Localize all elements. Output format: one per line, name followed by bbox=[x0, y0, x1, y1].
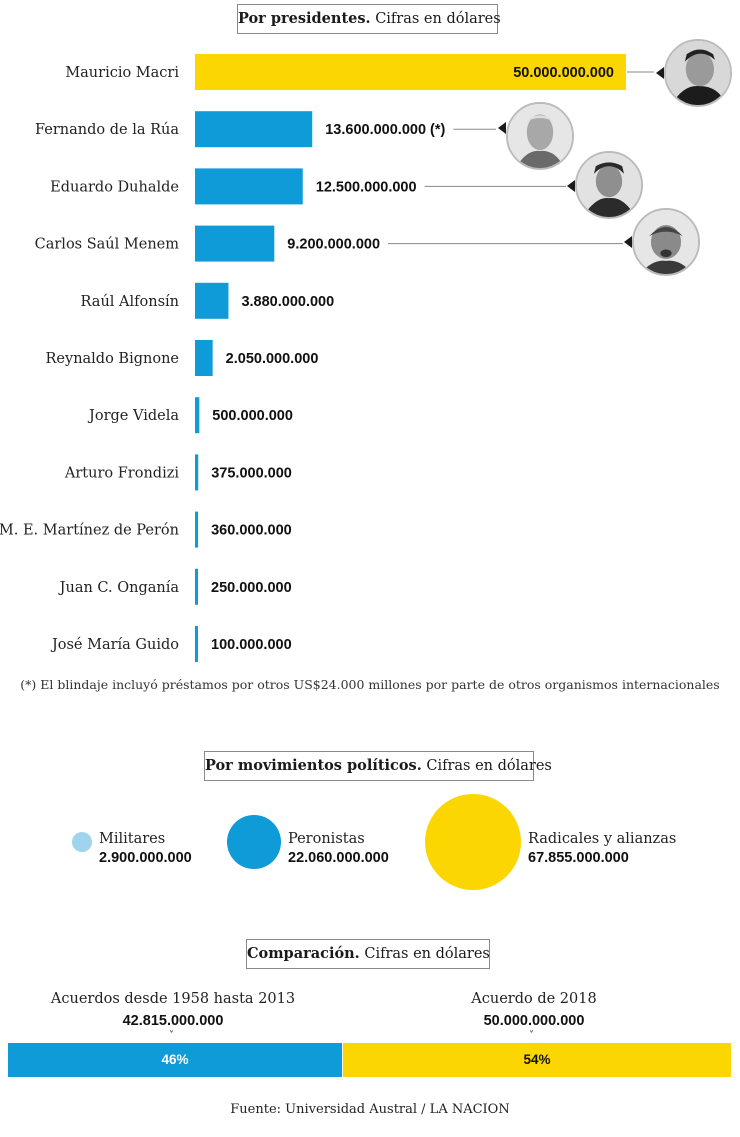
bar-value-label: 375.000.000 bbox=[211, 465, 292, 481]
bar-4 bbox=[195, 282, 229, 319]
bar-category-label: Mauricio Macri bbox=[65, 65, 179, 81]
bar-category-label: Fernando de la Rúa bbox=[35, 122, 179, 138]
bubble-label-peronistas: Peronistas 22.060.000.000 bbox=[288, 830, 389, 868]
bar-value-label: 360.000.000 bbox=[211, 523, 292, 539]
photo-pointer bbox=[656, 67, 664, 79]
bubble-value: 2.900.000.000 bbox=[99, 850, 192, 866]
footnote: (*) El blindaje incluyó préstamos por ot… bbox=[20, 677, 720, 692]
bubble-name: Militares bbox=[99, 831, 166, 847]
bar-0 bbox=[195, 54, 626, 90]
bar-10 bbox=[195, 626, 198, 662]
bar-category-label: Raúl Alfonsín bbox=[81, 294, 179, 310]
section-title-rest: Cifras en dólares bbox=[421, 758, 552, 774]
section-title-bold: Por movimientos políticos. bbox=[205, 757, 422, 774]
bar-category-label: M. E. Martínez de Perón bbox=[0, 523, 179, 539]
comparison-value-2018: 50.000.000.000 bbox=[483, 1013, 585, 1029]
de-la-rua-photo-icon bbox=[506, 102, 574, 170]
bubble-name: Peronistas bbox=[288, 831, 365, 847]
bar-7 bbox=[195, 454, 199, 491]
section-title-movements: Por movimientos políticos. Cifras en dól… bbox=[204, 751, 552, 781]
section-title-bold: Comparación. bbox=[247, 945, 360, 962]
comparison-segment-2018: 54% bbox=[343, 1043, 731, 1077]
bar-1 bbox=[195, 111, 313, 148]
bar-8 bbox=[195, 511, 199, 548]
comparison-segment-before: 46% bbox=[8, 1043, 342, 1077]
bubble-value: 67.855.000.000 bbox=[528, 850, 629, 866]
bar-category-label: José María Guido bbox=[50, 637, 179, 653]
bar-value-label: 13.600.000.000 (*) bbox=[325, 122, 445, 138]
section-title-presidents: Por presidentes. Cifras en dólares bbox=[237, 4, 501, 34]
bar-value-label: 12.500.000.000 bbox=[316, 179, 417, 195]
caret-down-icon: ˅ bbox=[169, 1030, 174, 1041]
bar-value-label: 100.000.000 bbox=[211, 637, 292, 653]
comparison-label-2018: Acuerdo de 2018 bbox=[471, 991, 597, 1007]
bubble-label-militares: Militares 2.900.000.000 bbox=[99, 830, 192, 868]
menem-photo-icon bbox=[632, 208, 700, 276]
bar-9 bbox=[195, 568, 198, 605]
duhalde-photo-icon bbox=[575, 151, 643, 219]
photo-pointer bbox=[567, 180, 575, 192]
comparison-value-before: 42.815.000.000 bbox=[122, 1013, 224, 1029]
bar-category-label: Arturo Frondizi bbox=[64, 465, 179, 481]
bar-category-label: Jorge Videla bbox=[87, 408, 179, 424]
bar-value-label: 500.000.000 bbox=[212, 408, 293, 424]
section-title-comparison: Comparación. Cifras en dólares bbox=[246, 939, 490, 969]
bar-value-label: 250.000.000 bbox=[211, 580, 292, 596]
bubble-name: Radicales y alianzas bbox=[528, 831, 677, 847]
section-title-rest: Cifras en dólares bbox=[370, 11, 501, 27]
bar-category-label: Reynaldo Bignone bbox=[46, 351, 180, 367]
bar-category-label: Carlos Saúl Menem bbox=[35, 237, 180, 253]
bar-2 bbox=[195, 168, 303, 205]
macri-photo-icon bbox=[664, 39, 732, 107]
bar-value-label: 50.000.000.000 bbox=[513, 65, 614, 81]
source-credit: Fuente: Universidad Austral / LA NACION bbox=[230, 1102, 510, 1117]
section-title-rest: Cifras en dólares bbox=[359, 946, 490, 962]
photo-pointer bbox=[624, 236, 632, 248]
bar-value-label: 3.880.000.000 bbox=[241, 294, 334, 310]
bar-5 bbox=[195, 340, 213, 376]
caret-down-icon: ˅ bbox=[529, 1030, 534, 1041]
comparison-label-before: Acuerdos desde 1958 hasta 2013 bbox=[50, 991, 296, 1007]
bar-category-label: Eduardo Duhalde bbox=[50, 179, 179, 195]
bubble-label-radicales: Radicales y alianzas 67.855.000.000 bbox=[528, 830, 676, 868]
photo-pointer bbox=[498, 122, 506, 134]
bubble-value: 22.060.000.000 bbox=[288, 850, 389, 866]
bar-6 bbox=[195, 397, 200, 434]
bar-value-label: 9.200.000.000 bbox=[287, 237, 380, 253]
bar-category-label: Juan C. Onganía bbox=[58, 580, 180, 596]
bubble-radicales bbox=[425, 794, 521, 890]
bar-3 bbox=[195, 225, 275, 262]
section-title-bold: Por presidentes. bbox=[238, 10, 371, 27]
bubble-peronistas bbox=[227, 815, 281, 869]
bubble-militares bbox=[72, 832, 92, 852]
bar-value-label: 2.050.000.000 bbox=[226, 351, 319, 367]
presidents-bar-chart: Mauricio Macri 50.000.000.000 Fernando de … bbox=[0, 54, 654, 662]
